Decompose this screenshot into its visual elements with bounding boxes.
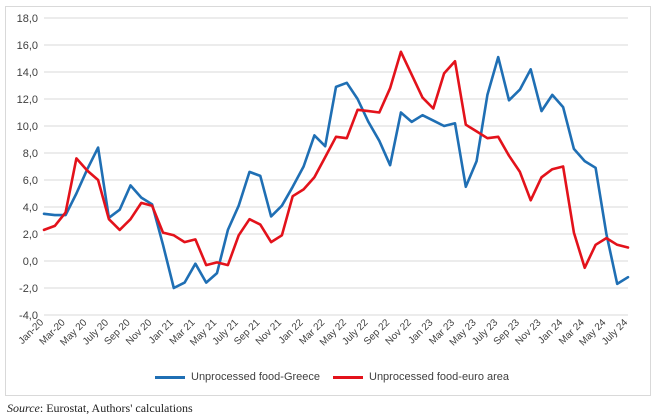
source-label: Source bbox=[7, 401, 40, 415]
series-line-euro-area bbox=[42, 50, 630, 270]
legend-item-greece: Unprocessed food-Greece bbox=[155, 371, 320, 383]
y-tick-label: 12,0 bbox=[17, 94, 38, 106]
y-tick-label: 6,0 bbox=[23, 175, 38, 187]
series-line-greece bbox=[42, 55, 630, 290]
legend-swatch-greece bbox=[155, 375, 185, 379]
legend-label-greece: Unprocessed food-Greece bbox=[191, 371, 321, 383]
y-tick-label: -2,0 bbox=[19, 283, 38, 295]
legend-item-euro-area: Unprocessed food-euro area bbox=[333, 371, 509, 383]
y-tick-label: 2,0 bbox=[23, 229, 38, 241]
legend-swatch-euro-area bbox=[333, 375, 363, 379]
y-tick-label: 4,0 bbox=[23, 202, 38, 214]
legend-label-euro-area: Unprocessed food-euro area bbox=[369, 371, 510, 383]
source-text: : Eurostat, Authors' calculations bbox=[39, 401, 193, 415]
chart-frame bbox=[5, 6, 651, 396]
legend: Unprocessed food-Greece Unprocessed food… bbox=[0, 371, 658, 387]
y-tick-label: 8,0 bbox=[23, 148, 38, 160]
y-tick-label: 0,0 bbox=[23, 256, 38, 268]
series-lines bbox=[42, 50, 630, 290]
y-axis-ticks: -4,0 -2,0 0,0 2,0 4,0 6,0 8,0 10,0 12,0 14,0 16,0 1… bbox=[17, 13, 38, 322]
y-tick-label: 14,0 bbox=[17, 67, 38, 79]
gridlines bbox=[44, 17, 628, 316]
source-note: Source: Eurostat, Authors' calculations bbox=[7, 401, 193, 416]
y-tick-label: 18,0 bbox=[17, 13, 38, 25]
y-tick-label: 16,0 bbox=[17, 40, 38, 52]
y-tick-label: -4,0 bbox=[19, 310, 38, 322]
y-tick-label: 10,0 bbox=[17, 121, 38, 133]
